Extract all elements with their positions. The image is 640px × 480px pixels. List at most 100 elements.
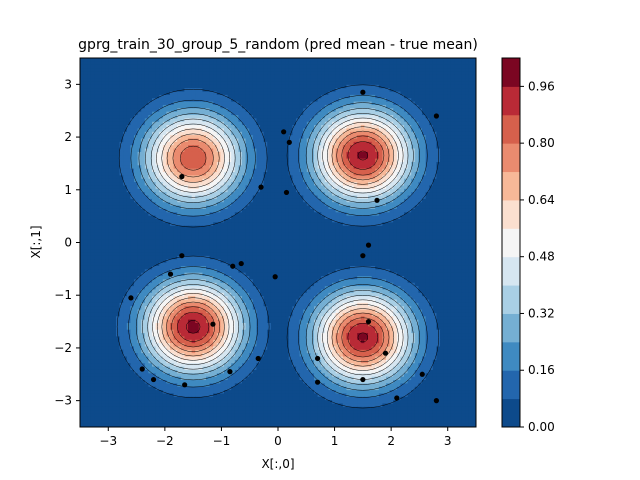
contour-cell [454,131,459,136]
contour-cell [386,185,391,190]
contour-cell [288,151,293,156]
contour-cell [134,151,139,156]
contour-cell [378,108,383,113]
contour-cell [339,98,344,103]
contour-cell [288,91,293,96]
contour-cell [440,155,445,160]
contour-cell [224,91,229,96]
contour-cell [436,135,441,140]
contour-cell [191,168,196,173]
contour-cell [234,108,239,113]
contour-cell [465,178,470,183]
contour-cell [303,175,308,180]
contour-cell [342,131,347,136]
contour-cell [432,135,437,140]
contour-cell [360,151,365,156]
contour-cell [80,208,85,213]
contour-cell [364,141,369,146]
contour-cell [328,141,333,146]
contour-cell [195,135,200,140]
contour-cell [108,71,113,76]
contour-cell [411,135,416,140]
contour-cell [116,98,121,103]
contour-cell [335,71,340,76]
contour-cell [108,91,113,96]
contour-cell [148,205,153,210]
contour-cell [260,94,265,99]
contour-cell [404,158,409,163]
contour-cell [180,145,185,150]
contour-cell [418,118,423,123]
contour-cell [252,195,257,200]
contour-cell [141,158,146,163]
contour-cell [227,178,232,183]
contour-cell [198,104,203,109]
contour-cell [216,88,221,93]
contour-cell [188,81,193,86]
contour-cell [386,161,391,166]
contour-cell [123,145,128,150]
contour-cell [249,111,254,116]
contour-cell [303,178,308,183]
contour-cell [155,94,160,99]
contour-cell [432,91,437,96]
contour-cell [209,202,214,207]
contour-cell [137,185,142,190]
contour-cell [310,172,315,176]
contour-cell [83,91,88,96]
contour-cell [472,125,476,130]
contour-cell [450,195,455,200]
contour-cell [224,148,229,153]
contour-cell [396,64,401,69]
contour-cell [112,195,117,200]
contour-cell [123,175,128,180]
contour-cell [458,115,463,119]
contour-cell [209,131,214,136]
contour-cell [202,104,207,109]
contour-cell [209,118,214,123]
contour-cell [242,58,247,62]
contour-cell [256,145,261,150]
contour-cell [350,104,355,109]
contour-cell [90,168,95,173]
contour-cell [123,58,128,62]
contour-cell [429,78,434,83]
contour-cell [159,91,164,96]
contour-cell [436,128,441,133]
contour-cell [209,195,214,200]
contour-cell [335,172,340,176]
contour-cell [213,182,218,187]
contour-cell [299,64,304,69]
contour-cell [137,78,142,83]
contour-cell [260,168,265,173]
contour-cell [278,185,283,190]
contour-cell [353,84,358,89]
contour-cell [317,161,322,166]
contour-cell [112,185,117,190]
contour-cell [119,121,124,126]
contour-cell [335,58,340,62]
contour-cell [440,161,445,166]
contour-cell [292,175,297,180]
contour-cell [468,148,473,153]
contour-cell [224,145,229,150]
contour-cell [252,81,257,86]
contour-cell [321,91,326,96]
contour-cell [461,178,466,183]
contour-cell [80,192,85,197]
contour-cell [98,195,103,200]
contour-cell [404,175,409,180]
contour-cell [396,172,401,176]
contour-cell [141,192,146,197]
contour-cell [123,111,128,116]
contour-cell [422,178,427,183]
contour-cell [123,131,128,136]
contour-cell [126,195,131,200]
contour-cell [245,175,250,180]
contour-cell [256,182,261,187]
contour-cell [90,131,95,136]
contour-cell [80,198,85,203]
contour-cell [252,175,257,180]
contour-cell [152,208,157,213]
contour-cell [245,58,250,62]
